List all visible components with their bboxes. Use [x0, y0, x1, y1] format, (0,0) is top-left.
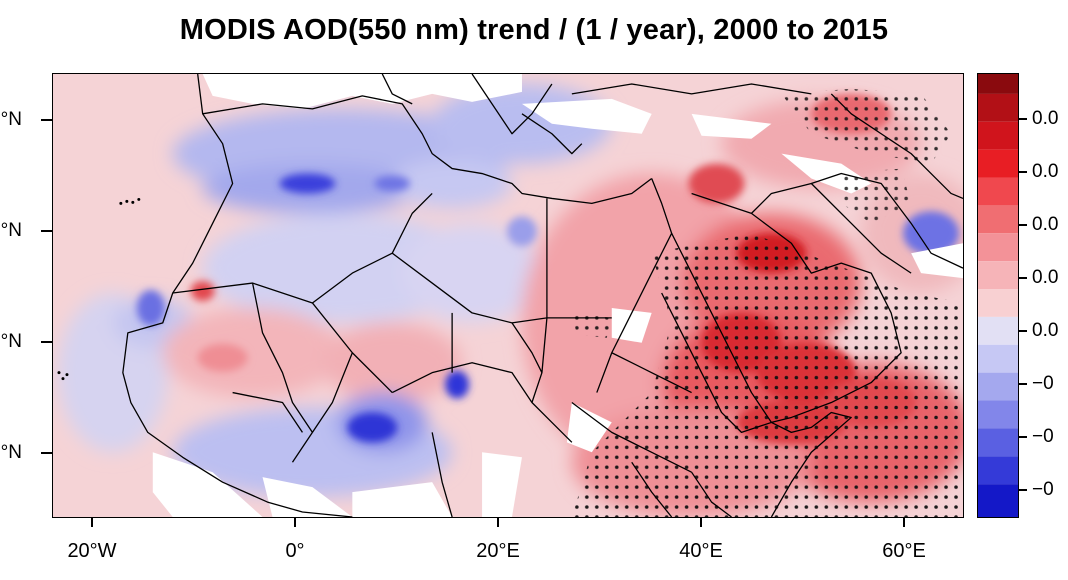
colorbar-tick: [1019, 383, 1027, 385]
lon-tick: [91, 518, 93, 527]
lon-tick: [903, 518, 905, 527]
lon-label-20e: 20°E: [476, 540, 520, 562]
colorbar-tick: [1019, 171, 1027, 173]
aod-trend-map: [52, 73, 964, 518]
lat-tick: [41, 452, 52, 454]
colorbar-tick: [1019, 277, 1027, 279]
significance-dots: [571, 88, 963, 517]
map-title: MODIS AOD(550 nm) trend / (1 / year), 20…: [179, 14, 889, 46]
lat-tick: [41, 341, 52, 343]
colorbar-label: 0.0: [1032, 108, 1059, 129]
colorbar-tick: [1019, 224, 1027, 226]
colorbar-label: −0: [1032, 426, 1054, 447]
colorbar-label: 0.0: [1032, 214, 1059, 235]
lon-tick: [294, 518, 296, 527]
lon-label-20w: 20°W: [67, 540, 117, 562]
lat-label-4: °N: [0, 442, 22, 463]
lat-tick: [41, 230, 52, 232]
colorbar: [977, 73, 1019, 518]
lat-tick: [41, 119, 52, 121]
lat-label-2: °N: [0, 220, 22, 241]
colorbar-tick: [1019, 330, 1027, 332]
colorbar-tick: [1019, 489, 1027, 491]
lon-label-0: 0°: [285, 540, 305, 562]
lat-label-1: °N: [0, 109, 22, 130]
lon-label-60e: 60°E: [882, 540, 926, 562]
lon-tick: [497, 518, 499, 527]
islands: [57, 197, 141, 381]
colorbar-label: 0.0: [1032, 267, 1059, 288]
colorbar-label: −0: [1032, 479, 1054, 500]
lon-label-40e: 40°E: [679, 540, 723, 562]
colorbar-tick: [1019, 118, 1027, 120]
colorbar-tick: [1019, 436, 1027, 438]
lon-tick: [700, 518, 702, 527]
lat-label-3: °N: [0, 331, 22, 352]
colorbar-label: −0: [1032, 373, 1054, 394]
colorbar-label: 0.0: [1032, 320, 1059, 341]
colorbar-label: 0.0: [1032, 161, 1059, 182]
map-canvas: [53, 74, 963, 517]
boundaries: [122, 74, 963, 517]
